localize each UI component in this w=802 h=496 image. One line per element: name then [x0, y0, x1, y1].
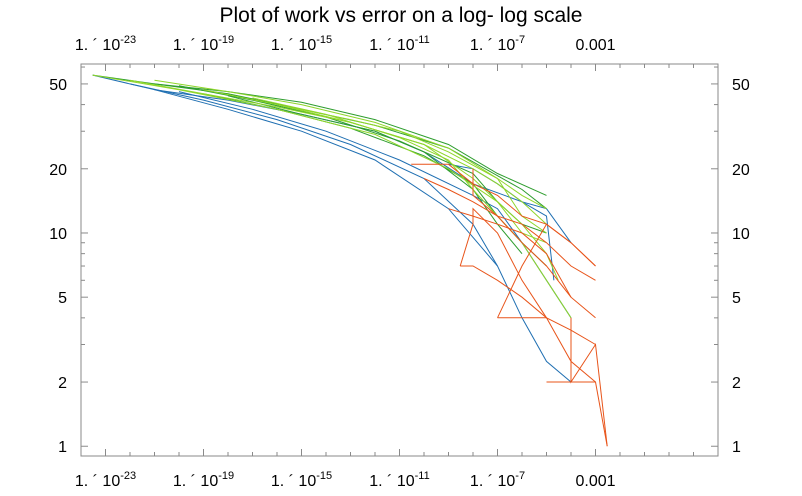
x-tick-label-top: 0.001 — [575, 37, 615, 54]
x-tick-label-top: 1. ´ 10-19 — [173, 34, 234, 54]
series-line-orange-18 — [448, 208, 596, 319]
y-tick-label-right: 10 — [732, 226, 750, 243]
y-tick-label-right: 2 — [732, 375, 741, 392]
series-line-blue-2 — [154, 89, 555, 281]
series-line-light_green-12 — [154, 79, 547, 210]
y-tick-label-right: 5 — [732, 290, 741, 307]
chart-title: Plot of work vs error on a log- log scal… — [220, 4, 583, 27]
x-tick-label-top: 1. ´ 10-11 — [369, 34, 429, 54]
y-tick-label-right: 1 — [732, 439, 741, 456]
y-tick-label-left: 2 — [58, 375, 67, 392]
series-line-light_green-10 — [92, 74, 559, 281]
tick-labels: 1. ´ 10-23 1. ´ 10-23 1. ´ 10-19 1. ´ 10-19… — [49, 34, 750, 490]
series-line-orange-17 — [423, 178, 596, 281]
x-tick-label-bottom: 0.001 — [575, 473, 615, 490]
y-tick-label-left: 10 — [49, 226, 67, 243]
x-tick-label-bottom: 1. ´ 10-11 — [369, 470, 429, 490]
y-tick-label-left: 50 — [49, 77, 67, 94]
series-line-light_green-11 — [129, 79, 547, 225]
x-tick-label-top: 1. ´ 10-7 — [470, 34, 525, 54]
series-line-orange-23 — [497, 223, 596, 319]
series-line-orange-21 — [459, 207, 547, 319]
series-line-orange-22 — [472, 168, 572, 298]
y-tick-label-left: 1 — [58, 439, 67, 456]
series-group — [92, 74, 608, 447]
x-tick-label-bottom: 1. ´ 10-19 — [173, 470, 234, 490]
y-tick-label-left: 5 — [58, 290, 67, 307]
x-tick-label-bottom: 1. ´ 10-7 — [470, 470, 525, 490]
x-tick-label-top: 1. ´ 10-15 — [271, 34, 332, 54]
y-tick-label-right: 50 — [732, 77, 750, 94]
x-tick-label-bottom: 1. ´ 10-23 — [75, 470, 136, 490]
series-line-orange-19 — [460, 265, 596, 345]
plot-frame — [80, 63, 719, 457]
series-line-orange-25 — [570, 317, 608, 447]
series-line-orange-24 — [546, 381, 608, 447]
y-tick-label-left: 20 — [49, 162, 67, 179]
series-line-orange-20 — [497, 317, 596, 383]
series-line-light_green-15 — [276, 104, 547, 234]
tick-marks — [80, 64, 719, 457]
series-line-blue-0 — [92, 74, 572, 383]
x-tick-label-bottom: 1. ´ 10-15 — [271, 470, 332, 490]
y-tick-label-right: 20 — [732, 162, 750, 179]
series-line-green-6 — [154, 83, 547, 196]
series-line-light_green-13 — [203, 89, 547, 244]
x-tick-label-top: 1. ´ 10-23 — [75, 34, 136, 54]
